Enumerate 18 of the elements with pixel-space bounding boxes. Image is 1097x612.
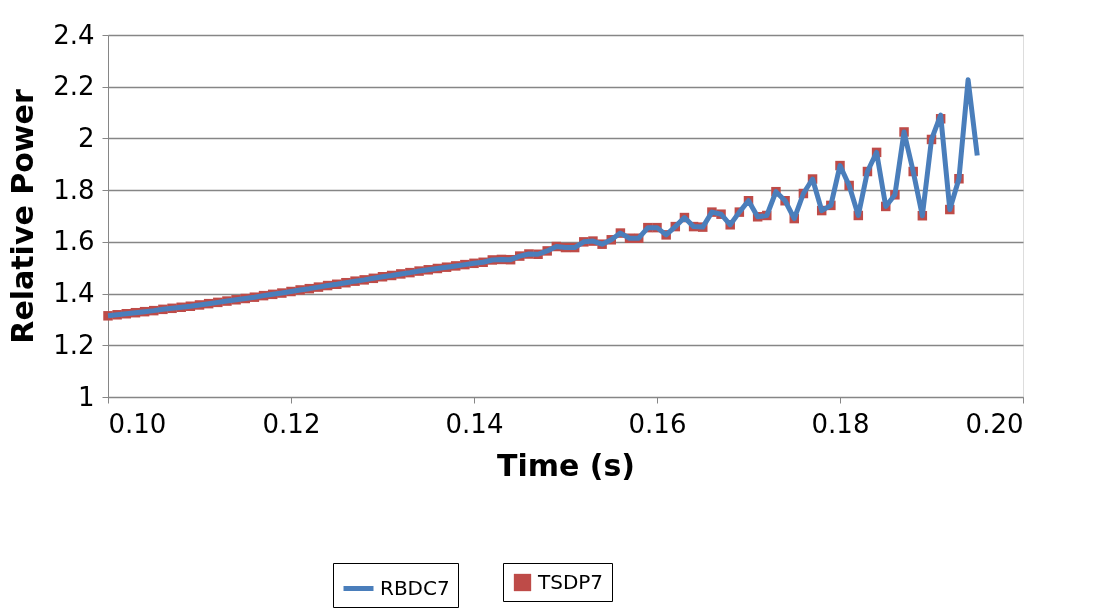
y-tick-label: 1.8 bbox=[53, 174, 95, 205]
x-tick-label: 0.12 bbox=[262, 408, 321, 439]
x-tick-label: 0.18 bbox=[811, 408, 870, 439]
x-tick-label: 0.14 bbox=[445, 408, 504, 439]
x-tick-label: 0.20 bbox=[965, 408, 1024, 439]
y-tick-label: 2.4 bbox=[53, 19, 95, 50]
y-tick-label: 2.2 bbox=[53, 71, 95, 102]
legend-label: RBDC7 bbox=[380, 575, 450, 600]
y-tick-label: 1.6 bbox=[53, 226, 95, 257]
y-tick-label: 1.4 bbox=[53, 278, 95, 309]
legend-label: TSDP7 bbox=[537, 569, 604, 594]
x-tick-label: 0.10 bbox=[108, 408, 167, 439]
x-tick-label: 0.16 bbox=[628, 408, 687, 439]
y-axis-title: Relative Power bbox=[5, 89, 41, 344]
y-tick-label: 2 bbox=[77, 122, 95, 153]
y-tick-label: 1 bbox=[77, 381, 95, 412]
x-axis-title: Time (s) bbox=[496, 447, 636, 483]
y-tick-label: 1.2 bbox=[53, 329, 95, 360]
